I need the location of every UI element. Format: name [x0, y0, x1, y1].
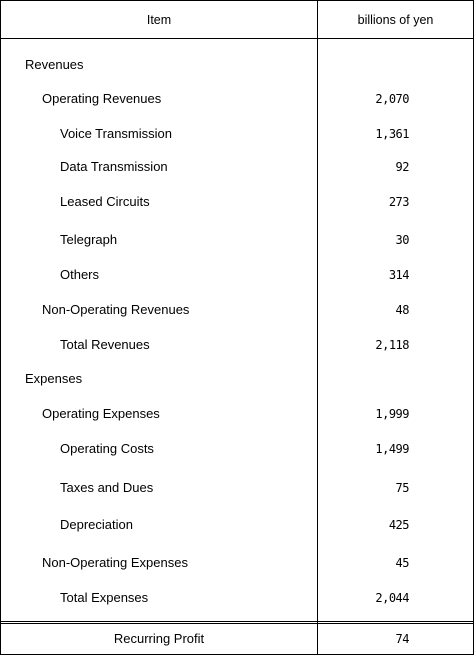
row-label: Others	[60, 267, 100, 282]
row-value: 425	[388, 518, 410, 532]
table-row: Data Transmission 92	[1, 157, 473, 177]
table-row: Telegraph 30	[1, 230, 473, 250]
header-unit: billions of yen	[357, 13, 434, 27]
row-value: 2,118	[375, 338, 409, 352]
row-label: Depreciation	[60, 517, 133, 532]
row-value: 30	[395, 233, 410, 247]
table-row: Taxes and Dues 75	[1, 478, 473, 498]
row-label: Voice Transmission	[60, 126, 172, 141]
table-row: Non-Operating Expenses 45	[1, 553, 473, 573]
row-label: Leased Circuits	[60, 194, 150, 209]
table-row: Voice Transmission 1,361	[1, 124, 473, 144]
row-label: Expenses	[25, 371, 83, 386]
row-value: 45	[395, 556, 410, 570]
footer-row: Recurring Profit 74	[1, 629, 473, 649]
recurring-profit-value: 74	[395, 632, 410, 646]
row-label: Total Expenses	[60, 590, 149, 605]
row-value: 75	[395, 481, 410, 495]
table-row: Revenues	[1, 55, 473, 75]
table-row: Others 314	[1, 265, 473, 285]
row-label: Taxes and Dues	[60, 480, 154, 495]
row-value: 48	[395, 303, 410, 317]
table-row: Operating Revenues 2,070	[1, 89, 473, 109]
row-value: 1,361	[375, 127, 409, 141]
recurring-profit-label: Recurring Profit	[113, 631, 205, 646]
table-row: Operating Costs 1,499	[1, 439, 473, 459]
header-item: Item	[146, 13, 172, 27]
footer-divider-double	[1, 623, 473, 624]
row-label: Operating Revenues	[42, 91, 162, 106]
table-row: Total Expenses 2,044	[1, 588, 473, 608]
row-value: 92	[395, 160, 410, 174]
table-row: Expenses	[1, 369, 473, 389]
table-row: Operating Expenses 1,999	[1, 404, 473, 424]
row-label: Telegraph	[60, 232, 118, 247]
row-label: Non-Operating Expenses	[42, 555, 188, 570]
row-value: 273	[388, 195, 410, 209]
table-row: Non-Operating Revenues 48	[1, 300, 473, 320]
row-label: Operating Costs	[60, 441, 154, 456]
row-label: Data Transmission	[60, 159, 168, 174]
table-row: Leased Circuits 273	[1, 192, 473, 212]
row-label: Revenues	[25, 57, 84, 72]
row-label: Total Revenues	[60, 337, 150, 352]
row-value: 2,070	[375, 92, 409, 106]
table-row: Total Revenues 2,118	[1, 335, 473, 355]
row-label: Non-Operating Revenues	[42, 302, 190, 317]
column-divider	[317, 1, 318, 654]
row-value: 314	[388, 268, 410, 282]
row-value: 2,044	[375, 591, 409, 605]
table-row: Depreciation 425	[1, 515, 473, 535]
header-divider	[1, 38, 473, 39]
row-value: 1,999	[375, 407, 409, 421]
row-label: Operating Expenses	[42, 406, 160, 421]
row-value: 1,499	[375, 442, 409, 456]
footer-divider-top	[1, 621, 473, 622]
